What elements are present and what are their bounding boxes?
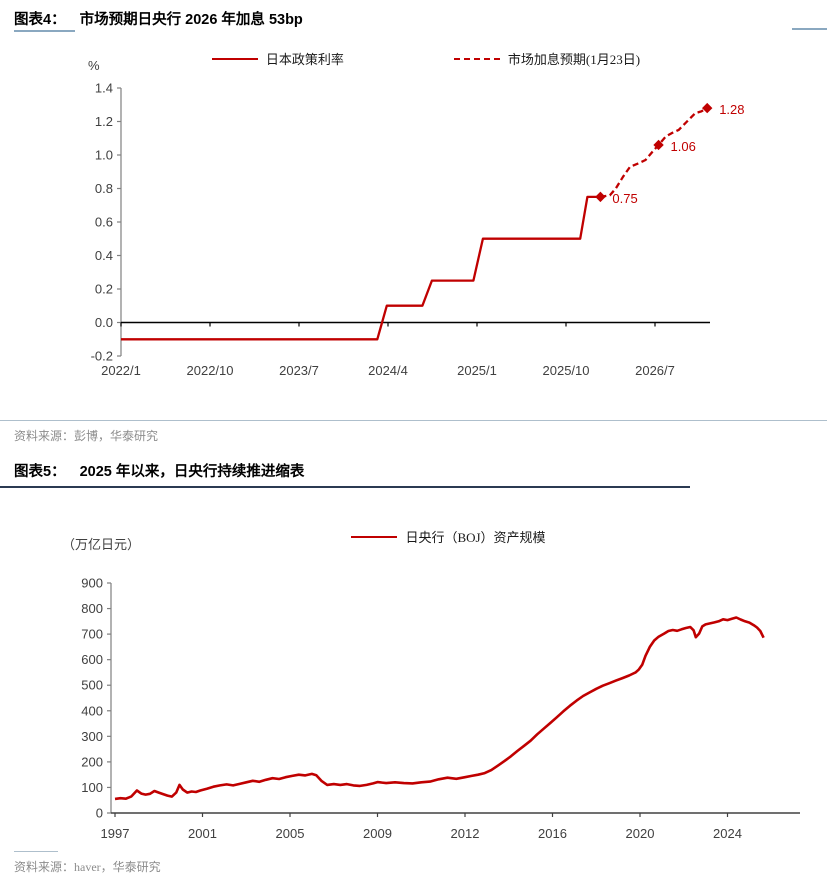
section-divider-rule xyxy=(0,420,827,421)
y-tick-label: 600 xyxy=(81,652,103,667)
hike-expectation-line-swatch xyxy=(453,57,500,60)
x-tick-label: 2012 xyxy=(451,826,480,841)
figure5-title: 2025 年以来，日央行持续推进缩表 xyxy=(79,464,305,480)
y-tick-label: 0 xyxy=(96,806,103,821)
x-tick-label: 1997 xyxy=(101,826,130,841)
y-tick-label: 0.2 xyxy=(95,282,113,297)
legend-policy-rate-label: 日本政策利率 xyxy=(265,52,344,67)
boj-assets-line-swatch xyxy=(351,535,398,538)
legend-hike-expectation-label: 市场加息预期(1月23日) xyxy=(507,52,641,67)
x-tick-label: 2022/1 xyxy=(101,363,141,378)
y-tick-label: 200 xyxy=(81,754,103,769)
figure5-legend: 日央行（BOJ）资产规模 xyxy=(70,527,827,546)
y-tick-label: -0.2 xyxy=(91,349,113,364)
figure4-label-underline xyxy=(14,30,75,32)
y-tick-label: 700 xyxy=(81,627,103,642)
legend-policy-rate: 日本政策利率 xyxy=(211,49,344,68)
legend-boj-assets-label: 日央行（BOJ）资产规模 xyxy=(405,530,546,545)
x-tick-label: 2024 xyxy=(713,826,742,841)
y-tick-label: 1.2 xyxy=(95,114,113,129)
y-tick-label: 900 xyxy=(81,576,103,591)
boj-assets-chart: 900 800 700 600 500 400 300 200 100 0 1997 2001 2005… xyxy=(81,576,800,841)
y-tick-label: 0.4 xyxy=(95,248,113,263)
y-tick-label: 400 xyxy=(81,703,103,718)
figure5-title-rule xyxy=(0,486,690,488)
figure4-source: 资料来源：彭博，华泰研究 xyxy=(14,429,159,443)
y-tick-label: 800 xyxy=(81,601,103,616)
x-tick-label: 2025/1 xyxy=(457,363,497,378)
figure4-legend: 日本政策利率 市场加息预期(1月23日) xyxy=(25,49,827,68)
x-tick-label: 2001 xyxy=(188,826,217,841)
x-tick-label: 2023/7 xyxy=(279,363,319,378)
figure4-label: 图表4： xyxy=(14,12,66,28)
x-tick-label: 2022/10 xyxy=(187,363,234,378)
x-tick-label: 2016 xyxy=(538,826,567,841)
y-tick-label: 0.6 xyxy=(95,215,113,230)
data-series-line xyxy=(121,195,601,341)
figure5-title-row: 图表5： 2025 年以来，日央行持续推进缩表 xyxy=(14,460,304,481)
figure4-title: 市场预期日央行 2026 年加息 53bp xyxy=(79,12,303,28)
y-tick-label: 0.8 xyxy=(95,181,113,196)
y-tick-label: 100 xyxy=(81,780,103,795)
marker-value-label: 0.75 xyxy=(612,191,637,206)
x-tick-label: 2024/4 xyxy=(368,363,408,378)
top-right-rule xyxy=(792,28,827,30)
x-tick-label: 2009 xyxy=(363,826,392,841)
x-tick-label: 2005 xyxy=(276,826,305,841)
policy-rate-line-swatch xyxy=(211,57,258,60)
legend-boj-assets: 日央行（BOJ）资产规模 xyxy=(351,527,546,546)
diamond-marker xyxy=(653,139,664,151)
data-series-line xyxy=(114,616,765,801)
y-tick-label: 500 xyxy=(81,678,103,693)
y-tick-label: 300 xyxy=(81,729,103,744)
x-tick-label: 2026/7 xyxy=(635,363,675,378)
figure4-title-row: 图表4： 市场预期日央行 2026 年加息 53bp xyxy=(14,8,303,29)
y-tick-label: 1.4 xyxy=(95,81,113,96)
marker-value-label: 1.06 xyxy=(671,139,696,154)
y-tick-label: 1.0 xyxy=(95,148,113,163)
figure5-label: 图表5： xyxy=(14,464,66,480)
diamond-marker xyxy=(595,191,606,203)
figure5-source-rule xyxy=(14,851,58,852)
yen-unit-label: （万亿日元） xyxy=(62,537,141,552)
diamond-marker xyxy=(702,102,713,114)
legend-hike-expectation: 市场加息预期(1月23日) xyxy=(453,49,641,68)
x-tick-label: 2025/10 xyxy=(543,363,590,378)
percent-unit-label: % xyxy=(88,58,100,73)
y-tick-label: 0.0 xyxy=(95,315,113,330)
hike-expectation-line xyxy=(600,107,708,199)
marker-value-label: 1.28 xyxy=(719,102,744,117)
x-tick-label: 2020 xyxy=(626,826,655,841)
figure5-source: 资料来源：haver，华泰研究 xyxy=(14,860,161,874)
